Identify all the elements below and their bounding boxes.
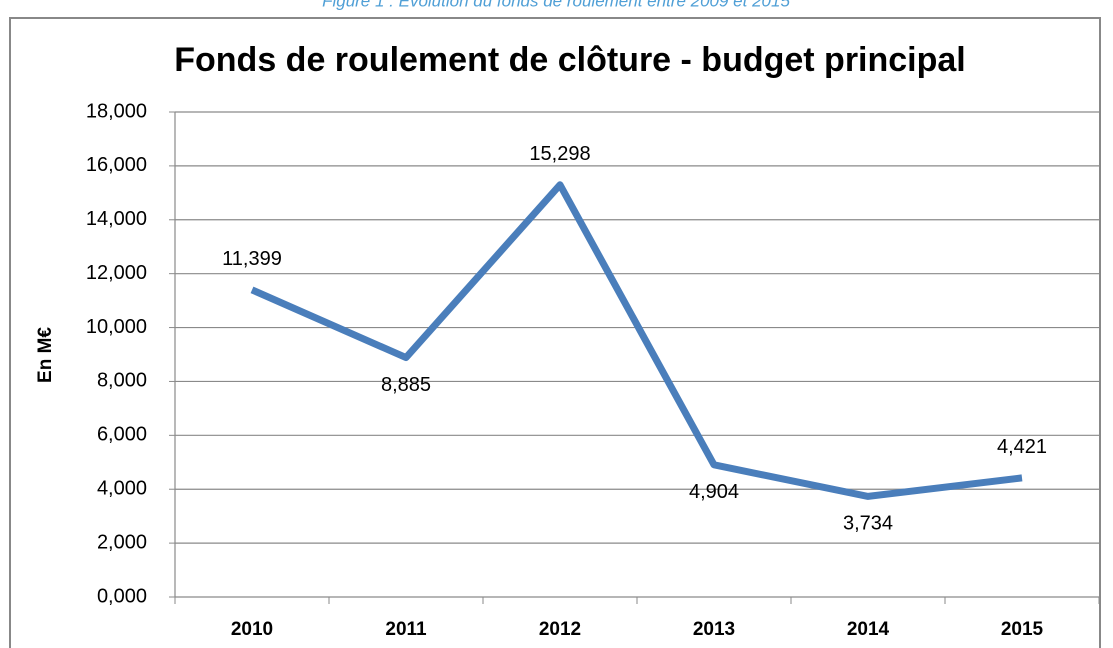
data-label: 8,885 — [381, 374, 431, 396]
y-axis-label: En M€ — [35, 327, 56, 383]
y-tick-label: 18,000 — [86, 100, 147, 122]
data-label: 4,421 — [997, 436, 1047, 458]
x-tick-label: 2011 — [385, 619, 427, 640]
y-tick-label: 10,000 — [86, 316, 147, 338]
y-tick-label: 16,000 — [86, 154, 147, 176]
x-tick-label: 2014 — [847, 619, 890, 640]
y-tick-label: 2,000 — [97, 531, 147, 553]
line-series — [250, 181, 1023, 500]
data-label: 3,734 — [843, 513, 893, 535]
x-tick-label: 2010 — [231, 619, 273, 640]
y-tick-label: 12,000 — [86, 262, 147, 284]
data-label: 11,399 — [222, 248, 282, 270]
chart-frame — [9, 17, 1101, 648]
x-tick-label: 2013 — [693, 619, 735, 640]
y-tick-label: 14,000 — [86, 208, 147, 230]
y-tick-label: 0,000 — [97, 585, 147, 607]
y-tick-label: 4,000 — [97, 478, 147, 500]
x-tick-label: 2015 — [1001, 619, 1044, 640]
y-tick-label: 6,000 — [97, 424, 147, 446]
y-tick-label: 8,000 — [97, 370, 147, 392]
x-tick-label: 2012 — [539, 619, 581, 640]
data-label: 15,298 — [529, 143, 590, 165]
caption: Figure 1 : Évolution du fonds de rouleme… — [322, 0, 790, 10]
chart-title: Fonds de roulement de clôture - budget p… — [174, 41, 966, 79]
data-label: 4,904 — [689, 481, 739, 503]
